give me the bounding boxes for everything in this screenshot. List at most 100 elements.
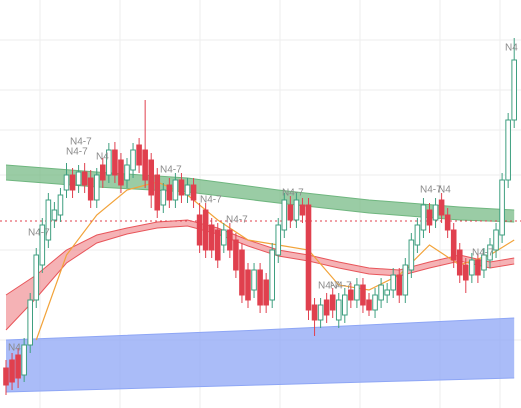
annotation: N4-7 [200, 195, 222, 206]
candle-body [21, 344, 27, 376]
candle-body [178, 179, 185, 196]
candle-body [233, 239, 239, 271]
annotation: N4 [438, 185, 451, 196]
annotation: N4-7 [330, 281, 352, 292]
candle-body [438, 199, 445, 216]
candle-body [269, 249, 275, 301]
candle-body [154, 174, 161, 211]
candle-body [87, 177, 94, 201]
candle-body [450, 229, 457, 261]
blue-band-edge [5, 377, 515, 393]
candle-body [202, 209, 209, 251]
annotation: N4-7 [472, 248, 494, 259]
candle-body [426, 209, 433, 226]
candle-body [9, 359, 15, 383]
candle-body [311, 304, 318, 321]
candle-body [112, 149, 118, 176]
candle-body [360, 284, 366, 306]
candle-body [329, 294, 336, 311]
annotation: N4-7 [282, 188, 304, 199]
candle-body [81, 171, 88, 186]
candle-body [390, 274, 396, 291]
candle-body [432, 204, 439, 221]
candle-body [63, 174, 70, 191]
candle-body [124, 164, 130, 181]
candle-body [100, 164, 106, 181]
candle-body [142, 149, 148, 181]
annotation: N4-7 [226, 215, 248, 226]
annotation: N4-7 [66, 147, 88, 158]
candle-body [499, 179, 505, 236]
annotation: N4 [8, 343, 21, 354]
candle-body [196, 214, 203, 246]
candle-body [414, 224, 421, 246]
candle-body [287, 204, 294, 221]
candle-body [27, 299, 33, 346]
candle-body [366, 299, 372, 311]
candle-body [3, 367, 9, 386]
annotation: N4 [505, 43, 518, 54]
candle-body [160, 189, 167, 206]
candle-body [342, 294, 348, 316]
candle-body [45, 199, 52, 241]
candle-body [166, 184, 173, 201]
candle-body [275, 224, 282, 256]
candle-body [456, 249, 463, 276]
candle-body [463, 264, 469, 281]
red-band-edge [5, 219, 515, 296]
candle-body [57, 194, 64, 216]
candle-body [396, 274, 403, 296]
candle-body [106, 149, 112, 176]
candle-body [172, 179, 179, 201]
candle-body [281, 199, 288, 231]
annotation: N4-7 [420, 185, 442, 196]
blue-band-edge [5, 317, 515, 341]
candle-body [511, 59, 517, 121]
candle-body [130, 149, 136, 171]
blue-band [6, 318, 515, 392]
candle-body [221, 229, 227, 246]
candle-body [263, 279, 269, 306]
candle-body [39, 224, 46, 266]
annotation: N4-7 [28, 228, 50, 239]
candle-body [184, 184, 191, 196]
candle-body [317, 304, 324, 321]
annotation: N4 [96, 152, 109, 163]
green-band [6, 165, 515, 222]
annotation: N4-7 [318, 281, 340, 292]
candle-body [69, 174, 76, 191]
candle-body [245, 269, 251, 301]
candle-body [378, 284, 384, 301]
candle-body [118, 159, 124, 186]
candle-body [75, 171, 82, 186]
candle-body [51, 209, 58, 221]
candle-body [93, 174, 100, 201]
candle-body [208, 224, 215, 251]
candle-body [493, 229, 499, 251]
candle-body [299, 204, 306, 216]
red-band-edge [5, 225, 515, 331]
candle-body [481, 254, 487, 271]
candle-body [227, 229, 233, 251]
candle-body [487, 244, 493, 261]
candle-body [475, 259, 481, 276]
candle-body [348, 289, 354, 301]
candle-body [408, 239, 415, 271]
candle-body [354, 284, 360, 301]
candle-body [214, 229, 221, 261]
candle-body [257, 269, 263, 306]
candle-body [239, 249, 245, 296]
annotation: N4-7 [70, 137, 92, 148]
candle-body [444, 214, 451, 231]
candle-body [372, 294, 378, 311]
candle-body [190, 184, 197, 201]
candle-body [384, 289, 390, 296]
candle-body [33, 254, 40, 301]
candle-body [136, 144, 142, 166]
candle-body [469, 259, 475, 276]
candle-body [323, 299, 330, 316]
candle-body [505, 119, 511, 181]
annotation: N4-7 [160, 165, 182, 176]
